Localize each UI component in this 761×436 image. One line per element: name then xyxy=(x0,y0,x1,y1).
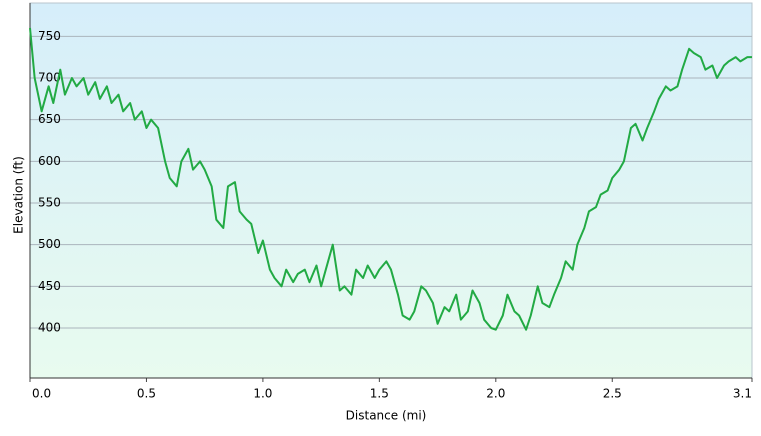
y-tick-label: 450 xyxy=(38,279,61,293)
x-axis-label: Distance (mi) xyxy=(346,409,427,423)
y-tick-label: 700 xyxy=(38,71,61,85)
y-axis-label: Elevation (ft) xyxy=(12,156,26,234)
x-tick-label: 1.0 xyxy=(253,387,272,401)
x-tick-label: 2.0 xyxy=(486,387,505,401)
x-tick-label: 1.5 xyxy=(370,387,389,401)
y-tick-label: 500 xyxy=(38,237,61,251)
x-tick-label: 0.0 xyxy=(32,387,51,401)
x-tick-label: 3.1 xyxy=(733,387,752,401)
y-tick-label: 400 xyxy=(38,321,61,335)
x-tick-label: 2.5 xyxy=(603,387,622,401)
y-tick-label: 550 xyxy=(38,196,61,210)
elevation-line xyxy=(29,27,752,331)
x-tick-label: 0.5 xyxy=(137,387,156,401)
y-tick-label: 750 xyxy=(38,29,61,43)
y-tick-label: 650 xyxy=(38,112,61,126)
y-tick-label: 600 xyxy=(38,154,61,168)
plot-area xyxy=(29,2,753,379)
